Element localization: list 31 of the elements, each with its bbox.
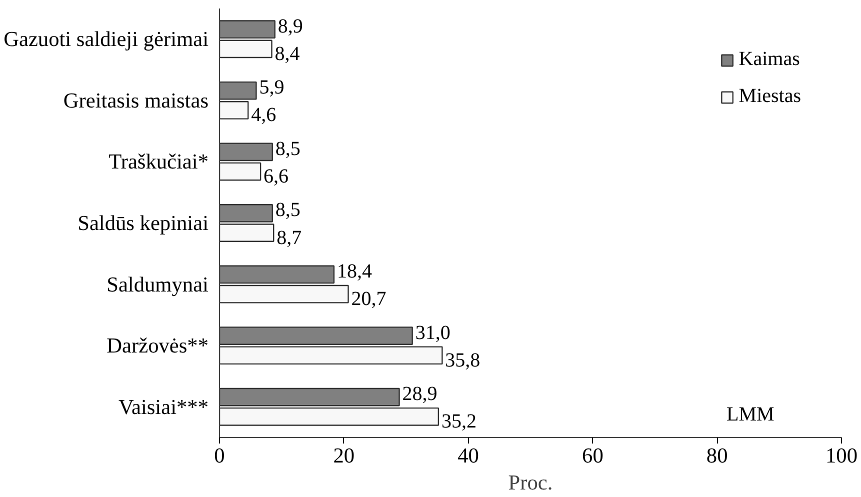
data-label: 8,7 [276,226,302,249]
x-tick-label: 0 [214,444,225,468]
y-tick-label: Saldūs kepiniai [78,211,209,235]
x-tick-label: 80 [706,444,728,468]
y-tick-label: Saldumynai [106,272,209,296]
legend-label: Miestas [738,85,801,108]
data-label: 8,4 [274,42,300,65]
annotation: LMM [726,404,774,426]
x-tick-label: 20 [333,444,355,468]
legend-label: Kaimas [738,48,800,71]
y-tick-label: Greitasis maistas [63,88,209,112]
data-label: 4,6 [251,104,276,126]
data-label: 35,8 [445,349,480,372]
data-label: 8,5 [275,199,300,222]
data-label: 31,0 [415,322,450,344]
y-tick-label: Daržovės** [106,334,209,358]
data-label: 35,2 [441,410,476,433]
x-tick-label: 40 [458,444,479,468]
data-label: 5,9 [259,76,284,99]
y-tick-label: Gazuoti saldieji gėrimai [4,27,209,52]
x-axis-title: Proc. [508,470,553,494]
y-tick-label: Vaisiai*** [118,394,209,419]
data-label: 8,5 [275,138,300,160]
y-tick-label: Traškučiai* [108,150,209,174]
data-label: 6,6 [264,166,289,188]
data-label: 28,9 [402,383,438,406]
data-label: 18,4 [336,260,372,282]
data-label: 8,9 [278,15,303,38]
x-tick-label: 60 [582,444,604,468]
data-label: 20,7 [351,288,386,310]
x-tick-label: 100 [826,444,858,468]
